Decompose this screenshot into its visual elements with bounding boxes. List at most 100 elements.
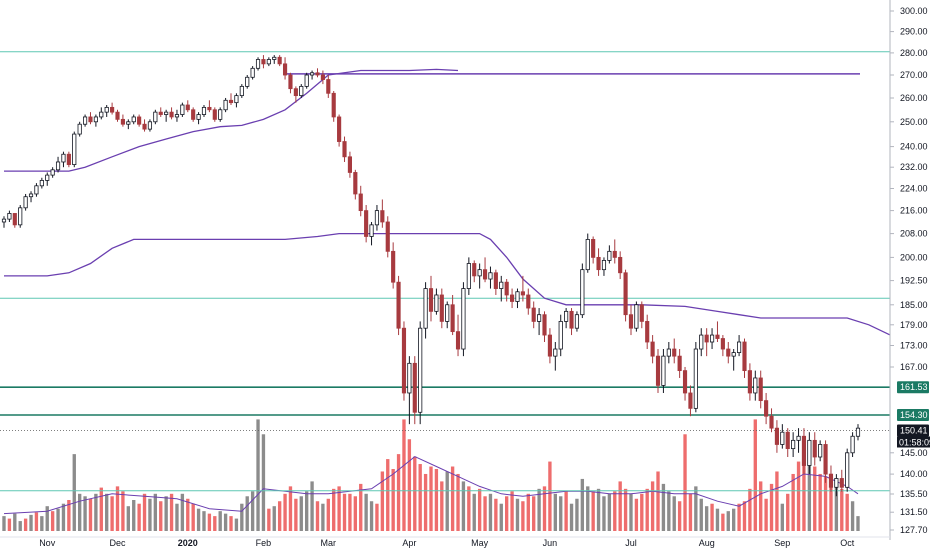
candle-body: [531, 307, 536, 322]
price-tick-label: 179.00: [900, 320, 928, 330]
volume-bar: [780, 503, 784, 531]
volume-bar: [840, 488, 844, 531]
candle-body: [493, 272, 498, 289]
volume-bar: [542, 486, 547, 531]
volume-bar: [321, 503, 325, 531]
volume-bar: [786, 493, 790, 531]
volume-bar: [337, 486, 341, 531]
candle-body: [164, 111, 169, 115]
price-tick-label: 300.00: [900, 6, 928, 16]
candle-body: [764, 400, 769, 417]
volume-bar: [440, 481, 444, 531]
volume-bar: [191, 503, 195, 531]
ma-lower-line: [4, 232, 932, 343]
candle-body: [612, 250, 617, 258]
volume-bar: [683, 434, 687, 531]
volume-bar: [159, 501, 163, 531]
volume-bar: [548, 461, 552, 531]
volume-bar: [272, 506, 276, 531]
candle-body: [310, 72, 315, 76]
volume-bar: [213, 516, 217, 531]
volume-bar: [169, 493, 174, 531]
volume-bar: [277, 501, 282, 531]
price-tick-label: 216.00: [900, 206, 928, 216]
candle-body: [158, 111, 163, 115]
horizontal-levels: [0, 51, 890, 492]
candle-body: [850, 435, 855, 454]
candle-body: [737, 341, 742, 353]
volume-bar: [148, 498, 152, 531]
candle-body: [828, 473, 834, 488]
volume-bar: [694, 486, 698, 531]
candle-body: [791, 439, 796, 450]
volume-bar: [553, 493, 557, 531]
price-tick-label: 185.00: [900, 300, 928, 310]
volume-bar: [288, 486, 293, 531]
volume-bar: [369, 501, 374, 531]
candle-body: [515, 291, 520, 302]
candle-body: [709, 334, 715, 343]
volume-bar: [13, 513, 17, 531]
candle-body: [607, 250, 612, 261]
price-axis[interactable]: 300.00 290.00 280.00 270.00 260.00 250.00 240.…: [889, 0, 932, 550]
time-axis[interactable]: Nov Dec 2020 Feb Mar Apr May Jun Jul Aug Sep Oct: [0, 536, 890, 548]
volume-bar: [510, 491, 514, 531]
candle-body: [482, 269, 488, 280]
volume-bar: [121, 491, 125, 531]
candle-body: [23, 196, 28, 209]
candle-body: [720, 338, 725, 350]
volume-bar: [34, 512, 39, 531]
candle-body: [34, 185, 39, 195]
price-tick-label: 260.00: [900, 93, 928, 103]
candle-body: [191, 109, 196, 120]
candle-body: [677, 355, 682, 372]
candle-body: [369, 224, 374, 237]
time-axis-label: Feb: [256, 538, 272, 548]
candle-body: [618, 256, 623, 274]
volume-bar: [802, 454, 806, 531]
volume-bar: [483, 496, 487, 531]
volume-bar: [305, 491, 309, 531]
candle-body: [353, 172, 358, 195]
volume-bar: [359, 483, 363, 531]
time-axis-label: Sep: [774, 538, 790, 548]
candle-body: [115, 111, 120, 120]
candle-body: [445, 304, 450, 322]
volume-bar: [175, 503, 179, 531]
volume-bar: [450, 466, 455, 531]
candle-body: [488, 272, 493, 280]
candle-body: [834, 478, 839, 488]
volume-bar: [650, 481, 655, 531]
volume-bar: [775, 471, 779, 531]
volume-bar: [575, 498, 579, 531]
volume-bar: [672, 496, 676, 531]
candle-body: [585, 239, 590, 271]
candle-body: [407, 362, 412, 394]
volume-bar: [737, 503, 741, 531]
volume-bar: [461, 481, 466, 531]
volume-bar: [364, 493, 368, 531]
candle-body: [774, 427, 779, 445]
candle-body: [88, 116, 93, 123]
volume-bar: [477, 488, 482, 531]
candle-body: [845, 452, 850, 488]
candle-body: [580, 269, 585, 316]
volume-bar: [532, 496, 536, 531]
candle-body: [688, 392, 693, 409]
volume-bar: [326, 498, 330, 531]
volume-bar: [521, 501, 525, 531]
candle-body: [380, 210, 385, 223]
candle-body: [553, 348, 558, 357]
volume-bar: [105, 493, 109, 531]
candle-body: [72, 133, 77, 165]
candle-body: [796, 435, 801, 441]
volume-bar: [299, 496, 303, 531]
volume-bar: [386, 459, 390, 531]
candle-body: [218, 109, 223, 120]
time-axis-label: May: [471, 538, 489, 548]
volume-bar: [445, 471, 449, 531]
candle-body: [661, 355, 666, 386]
volume-bar: [596, 488, 601, 531]
